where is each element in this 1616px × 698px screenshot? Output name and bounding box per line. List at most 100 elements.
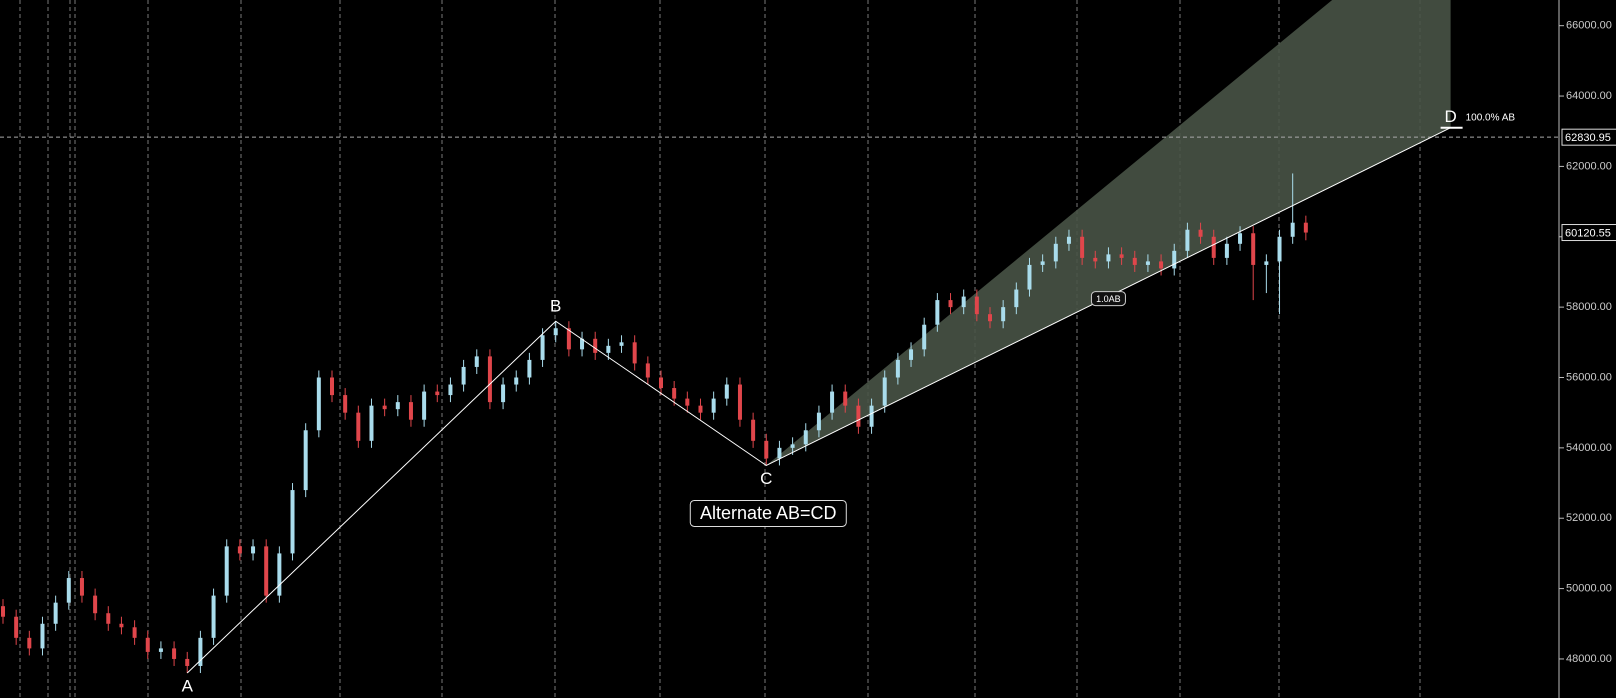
candle-body	[645, 363, 650, 378]
candle-body	[1132, 257, 1137, 265]
y-tick-label: 64000.00	[1566, 90, 1612, 102]
candle-body	[909, 349, 914, 360]
candle-body	[1172, 250, 1177, 269]
candle-body	[1264, 261, 1269, 265]
y-tick-label: 66000.00	[1566, 20, 1612, 32]
candle-body	[1080, 236, 1085, 258]
candle-body	[882, 377, 887, 406]
candle-body	[1277, 236, 1282, 262]
candle-body	[448, 384, 453, 396]
point-label: B	[550, 297, 561, 316]
candle-body	[474, 356, 479, 367]
candle-body	[1093, 257, 1098, 262]
candle-body	[1014, 289, 1019, 308]
projection-zone	[766, 0, 1451, 466]
candle-body	[369, 405, 374, 441]
candle-body	[343, 395, 348, 413]
candle-body	[659, 377, 663, 389]
candle-body	[1303, 222, 1308, 233]
candle-body	[172, 648, 177, 659]
candle-body	[1185, 229, 1190, 251]
candle-body	[487, 356, 492, 403]
candle-body	[198, 637, 203, 666]
candle-body	[856, 405, 861, 427]
candle-body	[185, 658, 190, 666]
candle-body	[237, 546, 242, 554]
candle-body	[356, 412, 361, 441]
candle-body	[211, 595, 216, 638]
candle-body	[606, 345, 611, 353]
candle-body	[580, 338, 585, 350]
candle-body	[408, 402, 413, 420]
candle-body	[869, 405, 874, 427]
candle-body	[40, 623, 45, 649]
candle-body	[593, 338, 598, 353]
y-tick-label: 56000.00	[1566, 371, 1612, 383]
candle-body	[303, 430, 308, 491]
candle-body	[632, 342, 637, 364]
candle-body	[1066, 236, 1071, 244]
crosshair-label: 62830.95	[1565, 132, 1611, 144]
candle-body	[737, 384, 742, 420]
candle-body	[132, 627, 137, 638]
candle-body	[1119, 254, 1124, 258]
candle-body	[777, 447, 782, 459]
candle-body	[724, 384, 729, 399]
candle-body	[79, 578, 84, 596]
candle-body	[685, 398, 690, 406]
candle-body	[290, 490, 295, 554]
pattern-name: Alternate AB=CD	[700, 503, 837, 523]
candle-body	[251, 546, 256, 554]
point-label: D	[1444, 107, 1456, 126]
candle-body	[935, 300, 940, 325]
pattern-name-box	[689, 499, 847, 527]
candle-body	[382, 405, 387, 410]
candle-body	[1001, 307, 1006, 322]
d-annotation: 100.0% AB	[1466, 112, 1516, 123]
candle-body	[264, 546, 269, 596]
candle-body	[553, 328, 558, 336]
candle-body	[540, 335, 545, 360]
candle-body	[277, 553, 282, 596]
point-label: C	[760, 469, 772, 488]
y-tick-label: 48000.00	[1566, 653, 1612, 665]
y-tick-label: 52000.00	[1566, 512, 1612, 524]
y-tick-label: 54000.00	[1566, 442, 1612, 454]
candle-body	[1198, 229, 1203, 237]
candle-body	[435, 391, 440, 396]
candle-body	[53, 602, 58, 624]
mid-label-box	[1090, 291, 1126, 307]
candle-body	[27, 637, 32, 649]
candle-body	[1211, 236, 1216, 258]
y-tick-label: 58000.00	[1566, 301, 1612, 313]
candle-body	[1224, 243, 1229, 258]
candle-body	[790, 444, 795, 448]
candle-body	[224, 546, 229, 596]
candle-body	[158, 648, 163, 652]
y-tick-label: 50000.00	[1566, 582, 1612, 594]
candle-body	[1027, 264, 1032, 290]
candle-body	[1159, 261, 1164, 269]
candle-body	[974, 296, 979, 315]
candle-body	[751, 419, 756, 441]
candle-body	[1238, 233, 1243, 244]
candle-body	[843, 391, 848, 406]
last-price-label-box	[1561, 224, 1616, 242]
candle-body	[948, 300, 953, 308]
candle-body	[672, 388, 677, 399]
candle-body	[1106, 254, 1111, 262]
candle-body	[961, 296, 966, 308]
candle-body	[816, 412, 821, 431]
candle-body	[1290, 222, 1295, 237]
last-price-label: 60120.55	[1565, 227, 1611, 239]
candle-body	[1053, 243, 1058, 262]
crosshair-label-box	[1561, 128, 1616, 146]
candle-body	[66, 578, 71, 603]
candle-body	[1251, 233, 1256, 265]
y-tick-label: 62000.00	[1566, 160, 1612, 172]
candle-body	[922, 324, 927, 350]
candle-body	[106, 613, 111, 624]
candle-body	[988, 314, 992, 322]
